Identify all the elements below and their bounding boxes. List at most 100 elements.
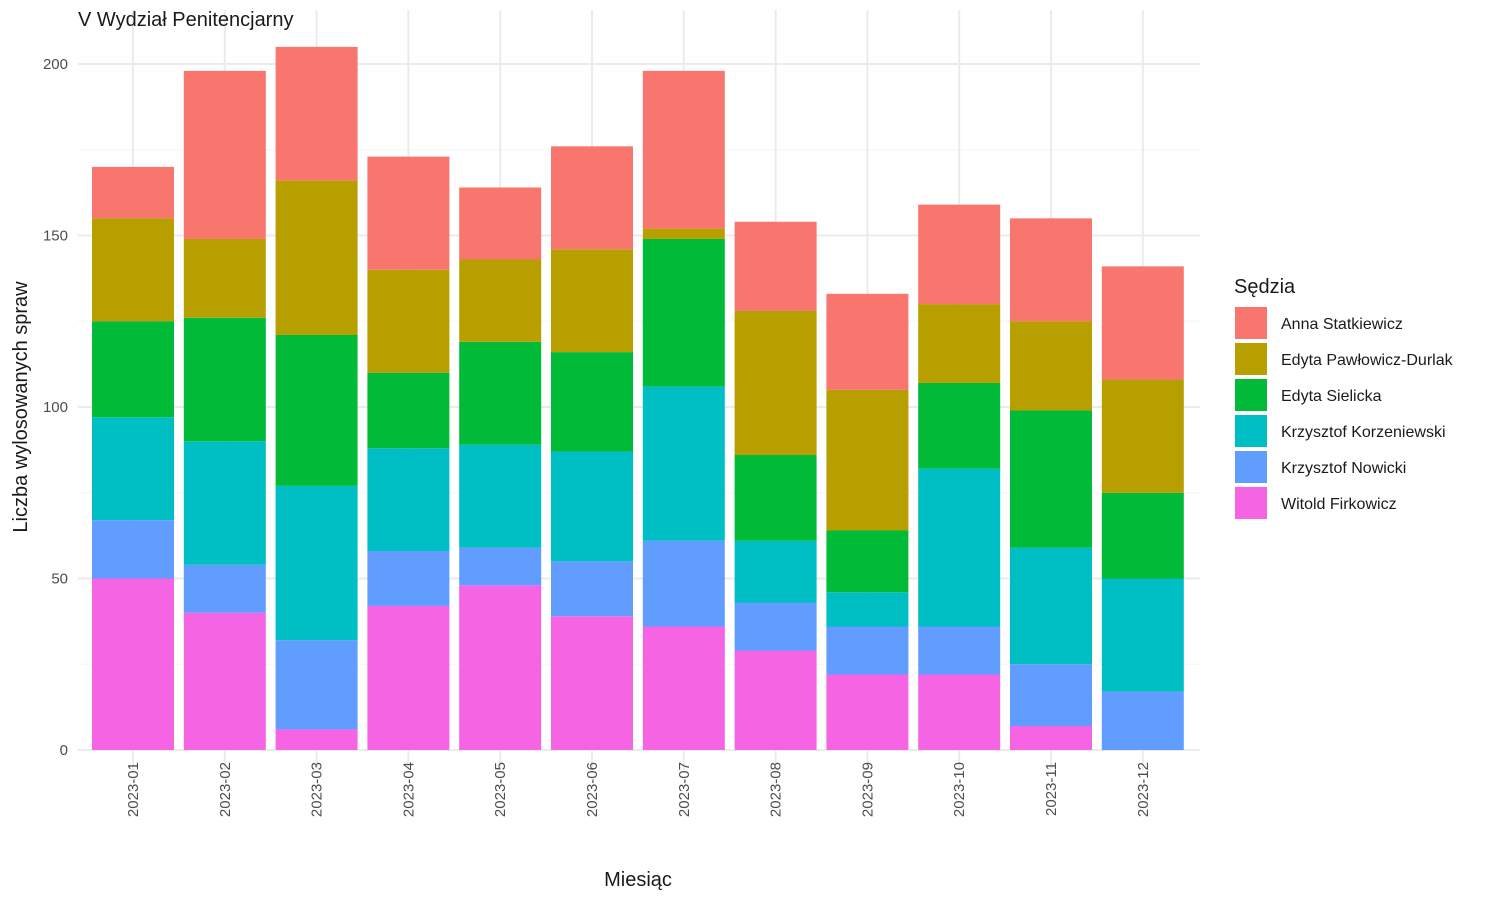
y-tick-label: 150 <box>43 228 68 245</box>
legend-title: Sędzia <box>1234 276 1296 298</box>
legend-swatch <box>1235 415 1267 447</box>
bar-segment <box>1101 492 1184 579</box>
bar-segment <box>826 530 909 593</box>
y-tick-label: 50 <box>51 571 68 588</box>
bar-segment <box>734 650 817 750</box>
legend-label: Edyta Sielicka <box>1281 388 1382 405</box>
x-tick-label: 2023-03 <box>309 762 326 817</box>
bar-segment <box>183 612 266 750</box>
legend-swatch <box>1235 307 1267 339</box>
bar-segment <box>826 626 909 675</box>
bar-segment <box>275 485 358 641</box>
bar-segment <box>734 540 817 603</box>
chart-title: V Wydział Penitencjarny <box>78 9 293 31</box>
bar-segment <box>826 389 909 531</box>
bar-segment <box>92 578 174 750</box>
x-tick-label: 2023-08 <box>768 762 785 817</box>
x-tick-label: 2023-10 <box>951 762 968 817</box>
bar-segment <box>459 259 542 342</box>
bar-segment <box>92 218 174 322</box>
bar-segment <box>918 204 1001 305</box>
legend: Sędzia Anna Statkiewicz Edyta Pawłowicz-D… <box>1234 276 1454 519</box>
x-tick-label: 2023-01 <box>125 762 142 817</box>
x-tick-label: 2023-11 <box>1043 762 1060 816</box>
bar-segment <box>551 249 633 353</box>
bar-segment <box>734 455 817 541</box>
bar-segment <box>642 70 725 229</box>
x-tick-label: 2023-05 <box>492 762 509 817</box>
y-axis-title: Liczba wylosowanych spraw <box>10 281 32 533</box>
bar-segment <box>459 341 542 445</box>
bar-segment <box>918 674 1001 750</box>
bar-segment <box>367 605 450 750</box>
bar-segment <box>826 592 909 627</box>
bar-segment <box>92 417 174 521</box>
bar-segment <box>551 352 633 452</box>
x-tick-label: 2023-12 <box>1135 762 1152 817</box>
bar-segment <box>183 441 266 565</box>
legend-label: Edyta Pawłowicz-Durlak <box>1281 352 1454 369</box>
bar-segment <box>918 382 1001 469</box>
x-axis-ticks: 2023-01 2023-02 2023-03 2023-04 2023-05 2023-… <box>125 762 1152 817</box>
bar-segment <box>92 520 174 579</box>
legend-swatch <box>1235 487 1267 519</box>
bar-segment <box>183 238 266 318</box>
legend-label: Krzysztof Nowicki <box>1281 460 1406 477</box>
x-tick-label: 2023-06 <box>584 762 601 817</box>
legend-items: Anna Statkiewicz Edyta Pawłowicz-Durlak Ed… <box>1235 307 1454 519</box>
bar-segment <box>1101 578 1184 692</box>
legend-label: Witold Firkowicz <box>1281 496 1397 513</box>
x-axis-title: Miesiąc <box>604 869 672 891</box>
bar-segment <box>642 228 725 239</box>
bar-segment <box>275 180 358 335</box>
bar-segment <box>183 317 266 442</box>
y-tick-label: 200 <box>43 56 68 73</box>
bar-segment <box>275 46 358 181</box>
legend-label: Anna Statkiewicz <box>1281 316 1403 333</box>
bar-segment <box>918 626 1001 675</box>
bar-segment <box>459 444 542 548</box>
bars <box>92 46 1184 750</box>
bar-segment <box>734 310 817 456</box>
bar-segment <box>367 448 450 552</box>
bar-segment <box>826 293 909 390</box>
bar-segment <box>275 640 358 730</box>
bar-segment <box>275 334 358 486</box>
bar-segment <box>1010 547 1092 665</box>
bar-segment <box>918 468 1001 627</box>
legend-label: Krzysztof Korzeniewski <box>1281 424 1446 441</box>
bar-segment <box>1010 725 1092 750</box>
bar-segment <box>551 451 633 562</box>
bar-segment <box>459 547 542 586</box>
bar-segment <box>92 321 174 418</box>
bar-segment <box>551 146 633 250</box>
x-tick-label: 2023-04 <box>400 762 417 817</box>
bar-segment <box>367 551 450 606</box>
bar-segment <box>367 156 450 270</box>
bar-segment <box>459 585 542 750</box>
bar-segment <box>642 386 725 541</box>
bar-segment <box>183 70 266 239</box>
bar-segment <box>734 221 817 311</box>
bar-segment <box>642 540 725 627</box>
bar-segment <box>367 372 450 449</box>
legend-swatch <box>1235 451 1267 483</box>
bar-segment <box>1101 266 1184 380</box>
legend-swatch <box>1235 379 1267 411</box>
x-tick-label: 2023-09 <box>859 762 876 817</box>
bar-segment <box>1010 410 1092 548</box>
legend-swatch <box>1235 343 1267 375</box>
bar-segment <box>275 729 358 750</box>
bar-segment <box>1010 218 1092 322</box>
bar-segment <box>642 626 725 750</box>
x-tick-label: 2023-02 <box>217 762 234 817</box>
bar-segment <box>551 616 633 750</box>
bar-segment <box>1101 691 1184 750</box>
bar-segment <box>1010 321 1092 411</box>
bar-segment <box>551 561 633 617</box>
bar-segment <box>642 238 725 387</box>
bar-segment <box>1010 664 1092 726</box>
bar-segment <box>734 602 817 651</box>
bar-segment <box>459 187 542 260</box>
